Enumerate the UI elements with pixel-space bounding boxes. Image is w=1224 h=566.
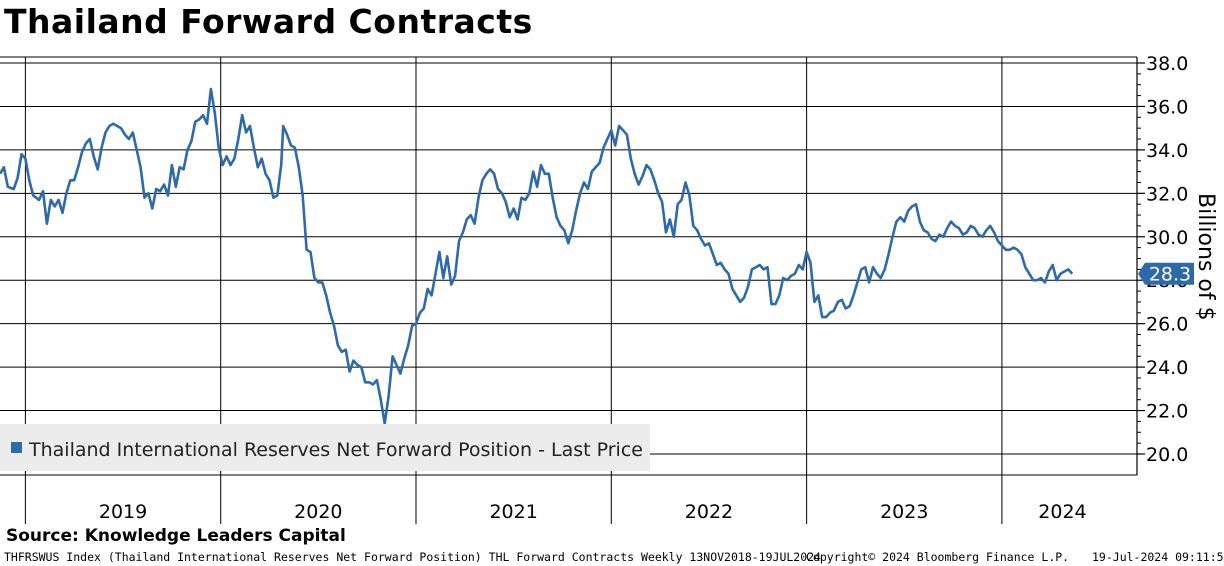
footer-copyright: Copyright© 2024 Bloomberg Finance L.P. [806,550,1070,564]
y-tick-label: 38.0 [1146,53,1188,75]
series-line [0,87,1074,425]
y-tick-label: 30.0 [1146,227,1188,249]
y-tick-label: 24.0 [1146,357,1188,379]
x-tick-label: 2019 [99,501,147,523]
last-value-marker: 28.3 [1138,262,1194,286]
source-note: Source: Knowledge Leaders Capital [6,526,346,546]
y-tick-label: 20.0 [1146,444,1188,466]
legend: Thailand International Reserves Net Forw… [0,424,650,471]
y-tick-label: 26.0 [1146,314,1188,336]
legend-label: Thailand International Reserves Net Forw… [28,439,643,461]
legend-swatch [11,442,22,453]
legend-background [0,424,650,471]
x-tick-label: 2023 [880,501,928,523]
x-tick-label: 2024 [1038,501,1086,523]
x-axis: 2019 2020 2021 2022 2023 2024 [99,501,1087,523]
x-tick-label: 2020 [294,501,342,523]
series-group [0,87,1074,425]
footer-description: THFRSWUS Index (Thailand International R… [4,550,821,564]
y-tick-label: 36.0 [1146,96,1188,118]
y-tick-label: 32.0 [1146,183,1188,205]
y-tick-label: 34.0 [1146,140,1188,162]
y-axis-label: Billions of $ [1193,193,1218,321]
x-tick-label: 2021 [489,501,537,523]
last-value-badge [1138,262,1194,285]
y-tick-label: 22.0 [1146,401,1188,423]
y-axis: 20.022.024.026.028.030.032.034.036.038.0 [1137,53,1188,466]
last-value-label: 28.3 [1149,264,1191,286]
footer-timestamp: 19-Jul-2024 09:11:54 [1092,550,1224,564]
chart-title: Thailand Forward Contracts [4,2,533,41]
x-tick-label: 2022 [685,501,733,523]
